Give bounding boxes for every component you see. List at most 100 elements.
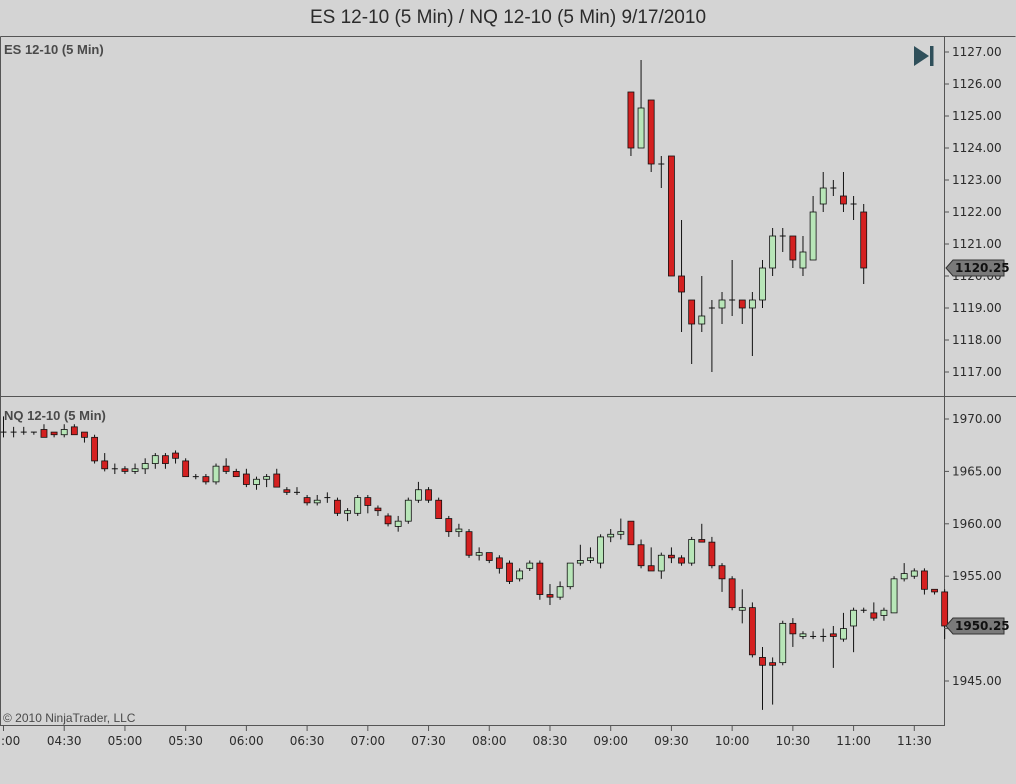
nq-candle[interactable] (263, 474, 271, 488)
nq-candle[interactable] (374, 505, 382, 516)
nq-candle[interactable] (273, 468, 281, 488)
nq-candle[interactable] (485, 552, 493, 564)
nq-candle[interactable] (506, 560, 513, 585)
nq-candle[interactable] (283, 487, 291, 495)
nq-candle[interactable] (840, 612, 847, 642)
es-candle[interactable] (678, 220, 685, 332)
nq-candle[interactable] (232, 468, 240, 478)
es-candle[interactable] (718, 292, 726, 324)
nq-candle[interactable] (880, 607, 888, 621)
nq-candle[interactable] (394, 515, 402, 532)
nq-candle[interactable] (556, 581, 564, 600)
es-candle[interactable] (729, 260, 736, 316)
nq-candle[interactable] (738, 589, 746, 624)
es-candle[interactable] (830, 180, 837, 196)
nq-candle[interactable] (829, 625, 837, 668)
nq-candle[interactable] (364, 494, 372, 514)
nq-candle[interactable] (900, 563, 908, 582)
es-candle[interactable] (637, 60, 645, 149)
nq-candle[interactable] (344, 508, 351, 522)
skip-to-end-icon[interactable] (914, 46, 934, 66)
nq-candle[interactable] (334, 497, 341, 516)
nq-candle[interactable] (60, 424, 68, 438)
time-axis[interactable]: :00 04:30 05:00 05:30 06:00 06:30 07:00 07:30 08… (1, 726, 932, 748)
nq-candle[interactable] (890, 576, 898, 614)
nq-candle[interactable] (728, 576, 736, 611)
nq-candle[interactable] (415, 481, 422, 503)
nq-candle[interactable] (30, 431, 37, 435)
nq-candle[interactable] (40, 424, 48, 438)
es-candle[interactable] (748, 292, 756, 356)
nq-candle[interactable] (536, 560, 544, 600)
nq-candle[interactable] (941, 589, 949, 640)
es-candle[interactable] (819, 172, 827, 212)
nq-candle[interactable] (678, 555, 685, 566)
nq-candle[interactable] (870, 602, 878, 621)
nq-candle[interactable] (404, 497, 412, 524)
nq-candle[interactable] (182, 458, 190, 478)
nq-candle[interactable] (20, 426, 27, 435)
nq-candle[interactable] (303, 494, 311, 506)
nq-candle[interactable] (779, 620, 787, 666)
es-candle[interactable] (759, 260, 766, 308)
nq-candle[interactable] (820, 628, 827, 642)
nq-candle[interactable] (769, 657, 777, 705)
nq-candle[interactable] (242, 468, 250, 488)
nq-candle[interactable] (0, 416, 7, 438)
nq-candle[interactable] (131, 463, 139, 475)
es-candle[interactable] (668, 155, 675, 277)
nq-candle[interactable] (445, 515, 453, 537)
nq-candle[interactable] (192, 474, 199, 480)
es-candle[interactable] (769, 228, 777, 276)
nq-candle[interactable] (657, 552, 665, 579)
es-price-axis[interactable]: 1117.001118.001119.001120.001121.001122.… (944, 45, 1002, 379)
nq-candle[interactable] (101, 453, 109, 472)
es-candle[interactable] (789, 235, 797, 268)
nq-candle[interactable] (526, 560, 534, 571)
nq-candle[interactable] (910, 568, 918, 579)
nq-candle[interactable] (495, 555, 503, 574)
es-candle[interactable] (658, 156, 665, 188)
es-candle[interactable] (860, 204, 868, 284)
nq-candle[interactable] (354, 494, 362, 516)
nq-candle[interactable] (566, 562, 574, 590)
nq-candle[interactable] (799, 631, 807, 640)
nq-candle[interactable] (860, 607, 867, 613)
nq-candle[interactable] (688, 536, 696, 566)
nq-candle[interactable] (637, 539, 645, 569)
es-candle[interactable] (840, 172, 847, 212)
nq-candle[interactable] (789, 618, 797, 647)
es-candle[interactable] (708, 300, 715, 372)
nq-candle[interactable] (708, 536, 716, 569)
nq-candle[interactable] (607, 529, 615, 543)
nq-candle[interactable] (921, 568, 928, 595)
nq-candle[interactable] (647, 547, 655, 572)
nq-candle[interactable] (425, 487, 432, 503)
nq-candle[interactable] (151, 453, 159, 469)
es-candle[interactable] (647, 99, 655, 172)
es-candle[interactable] (627, 91, 635, 156)
nq-candle[interactable] (546, 584, 554, 606)
nq-candle[interactable] (212, 463, 220, 485)
nq-candle[interactable] (810, 631, 817, 640)
es-candle[interactable] (738, 299, 746, 324)
nq-candle[interactable] (516, 568, 524, 582)
nq-candle[interactable] (313, 494, 321, 506)
es-candle[interactable] (698, 276, 706, 332)
nq-candle[interactable] (748, 602, 756, 658)
nq-candle[interactable] (597, 534, 604, 569)
es-candle[interactable] (809, 196, 817, 261)
nq-candle[interactable] (202, 474, 210, 485)
nq-candle[interactable] (465, 529, 473, 558)
nq-candle[interactable] (50, 431, 58, 438)
nq-price-axis[interactable]: 1945.001950.001955.001960.001965.001970.… (944, 412, 1002, 688)
nq-candle[interactable] (617, 518, 625, 540)
nq-candle[interactable] (70, 424, 78, 436)
nq-candle[interactable] (253, 476, 260, 490)
nq-candle[interactable] (81, 431, 88, 443)
nq-candle[interactable] (627, 520, 635, 546)
nq-candle[interactable] (324, 492, 331, 503)
nq-candle[interactable] (111, 463, 118, 475)
es-price-panel[interactable] (627, 60, 868, 372)
nq-candle[interactable] (10, 426, 17, 438)
